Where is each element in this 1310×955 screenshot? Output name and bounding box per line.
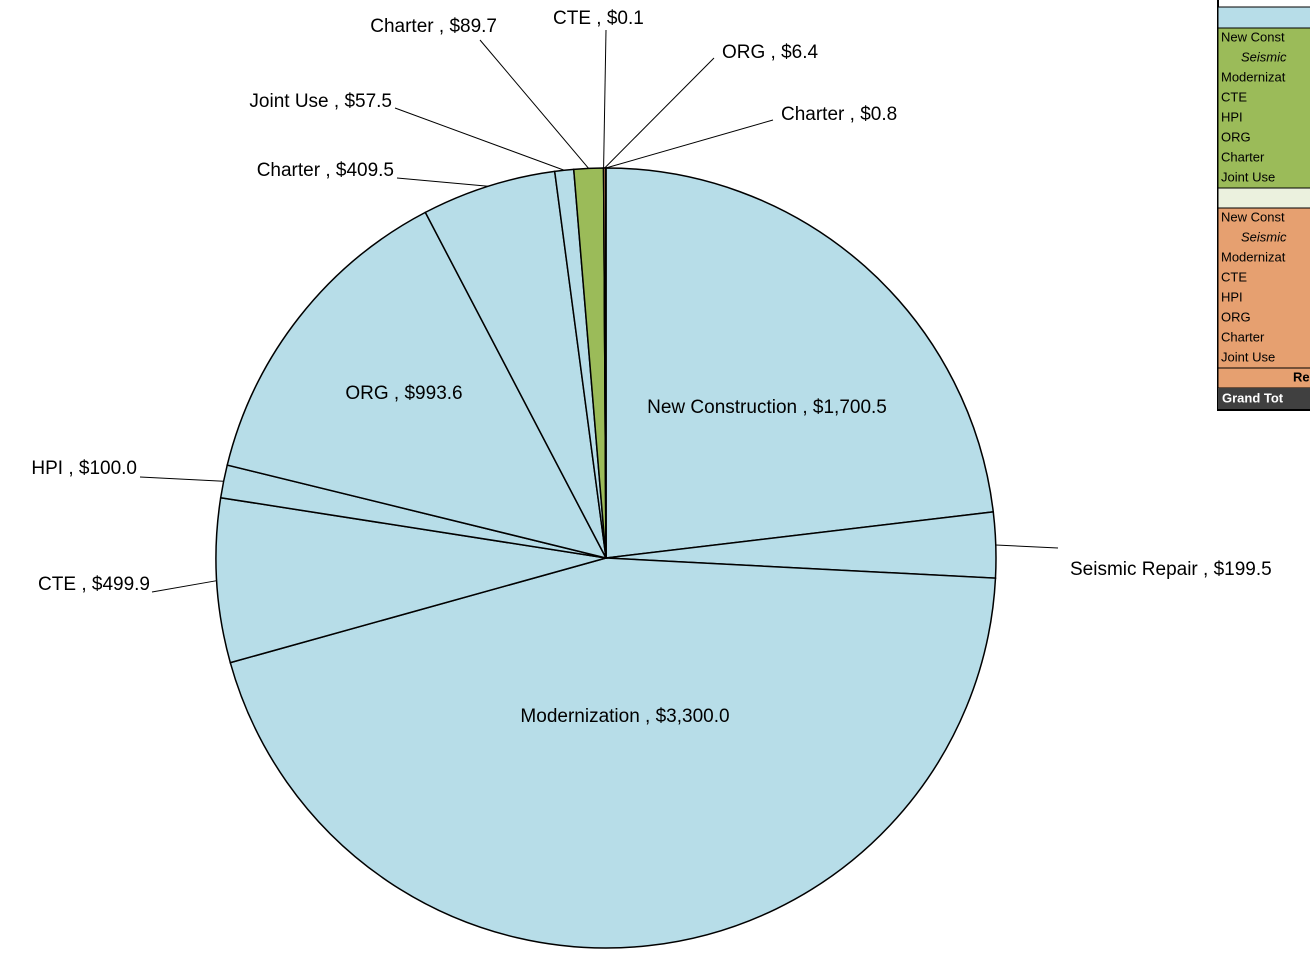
data-label: Seismic Repair , $199.5 xyxy=(1070,559,1272,580)
leader-line xyxy=(604,30,606,168)
grand-total-label: Grand Tot xyxy=(1222,390,1284,405)
row-label: Modernizat xyxy=(1221,249,1286,264)
leader-line xyxy=(606,120,773,168)
row-label: ORG xyxy=(1221,129,1251,144)
data-label: CTE , $499.9 xyxy=(38,574,150,595)
leader-line xyxy=(605,58,714,168)
leader-line xyxy=(397,178,488,186)
header-row xyxy=(1218,188,1310,208)
data-label: Charter , $89.7 xyxy=(370,16,497,37)
row-label: New Const xyxy=(1221,209,1285,224)
row-label: Joint Use xyxy=(1221,349,1275,364)
data-label: CTE , $0.1 xyxy=(553,8,644,29)
leader-line xyxy=(996,545,1058,548)
row-label: Charter xyxy=(1221,329,1265,344)
data-label: ORG , $993.6 xyxy=(345,383,462,404)
data-label: ORG , $6.4 xyxy=(722,42,819,63)
row-label: CTE xyxy=(1221,89,1247,104)
row-label: New Const xyxy=(1221,29,1285,44)
data-label: Joint Use , $57.5 xyxy=(249,91,392,112)
leader-line xyxy=(152,581,217,592)
row-label: ORG xyxy=(1221,309,1251,324)
row-label: Modernizat xyxy=(1221,69,1286,84)
header-row xyxy=(1218,7,1310,28)
data-label: Charter , $409.5 xyxy=(257,160,394,181)
pie: New Construction , $1,700.5 Seismic Repai… xyxy=(31,8,1271,948)
row-label: Charter xyxy=(1221,149,1265,164)
data-label: HPI , $100.0 xyxy=(31,458,137,479)
row-label: Seismic xyxy=(1241,229,1287,244)
leader-line xyxy=(140,477,224,481)
table: New Const Seismic Modernizat CTE HPI ORG Chart… xyxy=(1218,0,1310,410)
row-label: Seismic xyxy=(1241,49,1287,64)
pie-slice xyxy=(606,168,993,558)
row-label: HPI xyxy=(1221,109,1243,124)
data-label: Modernization , $3,300.0 xyxy=(520,706,729,727)
subtotal-label: Re xyxy=(1293,369,1310,384)
row-label: CTE xyxy=(1221,269,1247,284)
row-label: HPI xyxy=(1221,289,1243,304)
leader-line xyxy=(395,108,564,170)
row-label: Joint Use xyxy=(1221,169,1275,184)
leader-line xyxy=(480,40,589,168)
data-label: Charter , $0.8 xyxy=(781,104,897,125)
data-label: New Construction , $1,700.5 xyxy=(647,397,887,418)
